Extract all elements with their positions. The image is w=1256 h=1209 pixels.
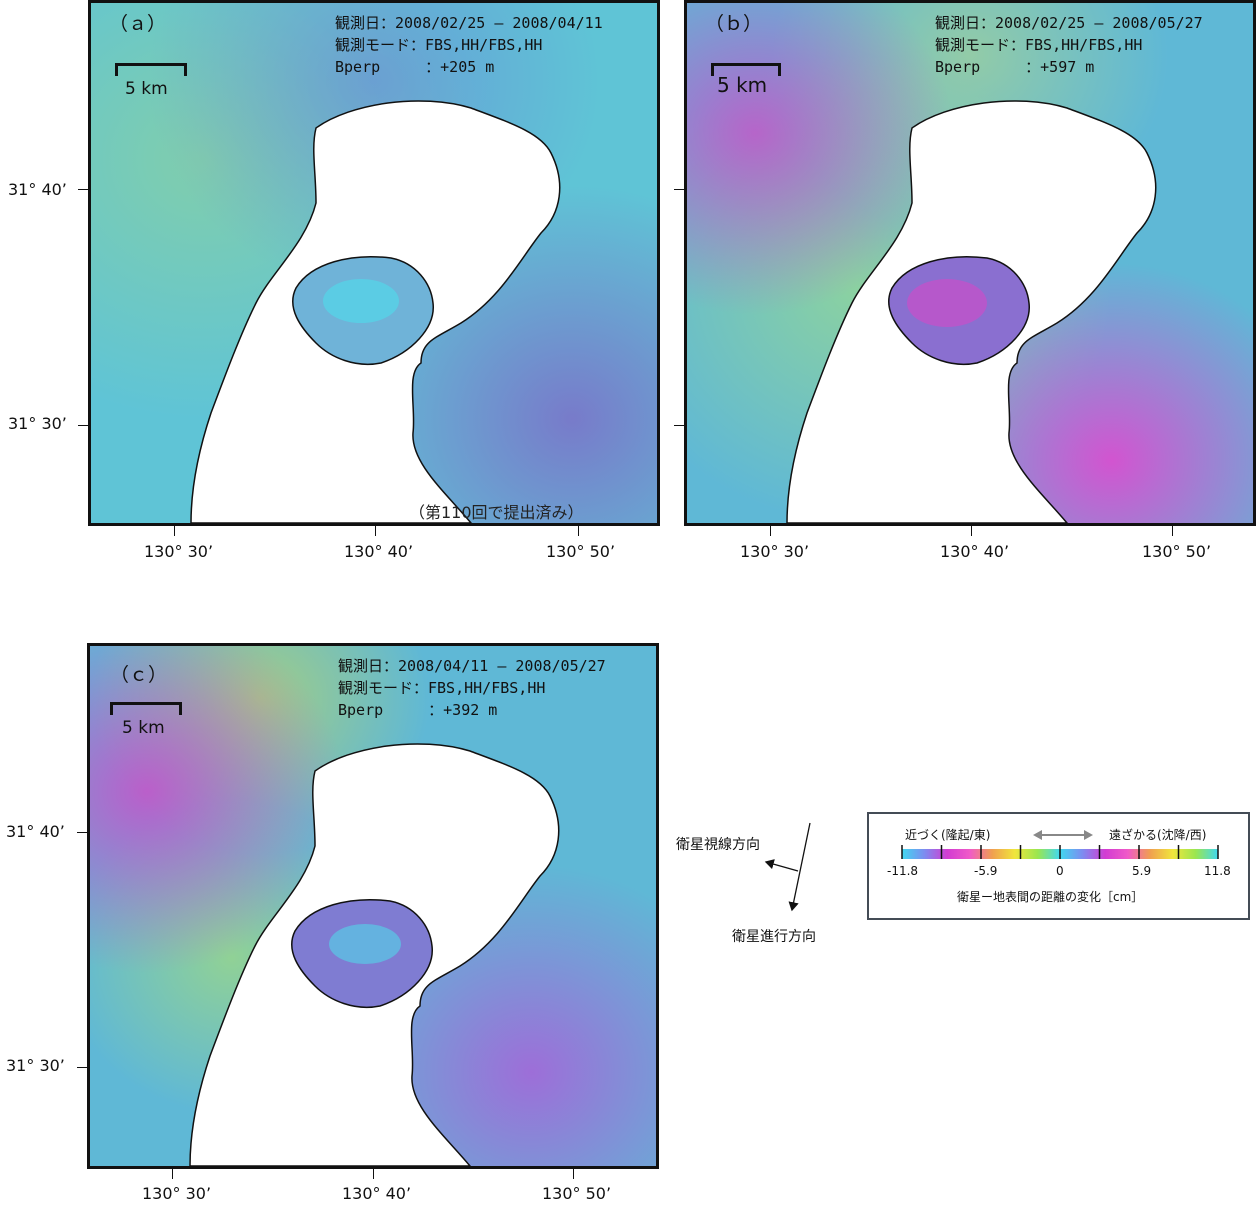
scale-bar-a [115,63,187,76]
lon-tick-30-c [172,1169,173,1179]
lon-label-40-c: 130° 40’ [342,1184,412,1203]
bperp-a: Bperp ：+205 m [335,58,495,76]
lat-label-30-c: 31° 30’ [6,1056,65,1075]
double-arrow-icon [1033,830,1093,840]
terrain-c [90,646,656,1166]
panel-letter-a: （ａ） [109,13,167,35]
lon-tick-50-b [1172,526,1173,536]
obs-mode-c: 観測モード：FBS,HH/FBS,HH [338,679,546,697]
lat-label-40-c: 31° 40’ [6,822,65,841]
legend-tick-pos11: 11.8 [1204,864,1231,878]
lon-label-40-a: 130° 40’ [344,542,414,561]
bperp-c: Bperp ：+392 m [338,701,498,719]
lat-tick-40-a [78,189,88,190]
scale-label-c: 5 km [122,718,165,738]
interferogram-map-a: （ａ） 観測日：2008/02/25 – 2008/04/11 観測モード：FB… [88,0,660,526]
lon-label-30-a: 130° 30’ [144,542,214,561]
los-label: 衛星視線方向 [676,837,760,853]
interferogram-map-c: （ｃ） 観測日：2008/04/11 – 2008/05/27 観測モード：FB… [87,643,659,1169]
los-direction-arrow [764,859,799,872]
track-direction-arrow [788,822,811,912]
lat-tick-40-b [674,189,684,190]
lat-tick-40-c [77,832,87,833]
scale-bar-c [110,702,182,715]
submitted-note-a: （第110回で提出済み） [409,503,584,522]
legend-tick-zero: 0 [1056,864,1064,878]
lat-label-30-a: 31° 30’ [8,414,67,433]
lat-tick-30-c [77,1067,87,1068]
legend-tick-pos5: 5.9 [1132,864,1152,878]
color-legend: 近づく(隆起/東) 遠ざかる(沈降/西) -11.8 -5.9 0 5.9 11… [867,812,1250,920]
lon-tick-50-a [578,526,579,536]
terrain-a [91,3,657,523]
scale-label-a: 5 km [125,79,168,99]
track-label: 衛星進行方向 [732,929,816,945]
panel-letter-b: （ｂ） [705,13,763,35]
terrain-b [687,3,1253,523]
satellite-direction: 衛星視線方向 衛星進行方向 [670,815,860,955]
lon-tick-40-a [375,526,376,536]
lon-label-30-c: 130° 30’ [142,1184,212,1203]
lon-label-30-b: 130° 30’ [740,542,810,561]
legend-tick-neg5: -5.9 [974,864,998,878]
bperp-b: Bperp ：+597 m [935,58,1095,76]
lon-tick-40-c [373,1169,374,1179]
interferogram-map-b: （ｂ） 観測日：2008/02/25 – 2008/05/27 観測モード：FB… [684,0,1256,526]
lat-label-40-a: 31° 40’ [8,180,67,199]
lon-label-50-b: 130° 50’ [1142,542,1212,561]
lon-label-50-c: 130° 50’ [542,1184,612,1203]
scale-label-b: 5 km [717,73,768,97]
obs-mode-b: 観測モード：FBS,HH/FBS,HH [935,36,1143,54]
obs-date-a: 観測日：2008/02/25 – 2008/04/11 [335,14,603,32]
lon-tick-50-c [573,1169,574,1179]
lon-tick-30-b [770,526,771,536]
lon-label-40-b: 130° 40’ [940,542,1010,561]
obs-date-b: 観測日：2008/02/25 – 2008/05/27 [935,14,1203,32]
legend-right-label: 遠ざかる(沈降/西) [1109,828,1207,842]
obs-mode-a: 観測モード：FBS,HH/FBS,HH [335,36,543,54]
lon-tick-30-a [174,526,175,536]
lat-tick-30-b [674,425,684,426]
legend-tick-neg11: -11.8 [887,864,919,878]
scale-bar-b [711,63,781,76]
legend-ticks [901,845,1219,859]
legend-left-label: 近づく(隆起/東) [905,828,991,842]
panel-letter-c: （ｃ） [110,664,168,686]
lon-tick-40-b [971,526,972,536]
lon-label-50-a: 130° 50’ [546,542,616,561]
lat-tick-30-a [78,425,88,426]
obs-date-c: 観測日：2008/04/11 – 2008/05/27 [338,657,606,675]
satellite-arrows [764,822,811,912]
legend-caption: 衛星ー地表間の距離の変化［cm］ [957,890,1144,904]
